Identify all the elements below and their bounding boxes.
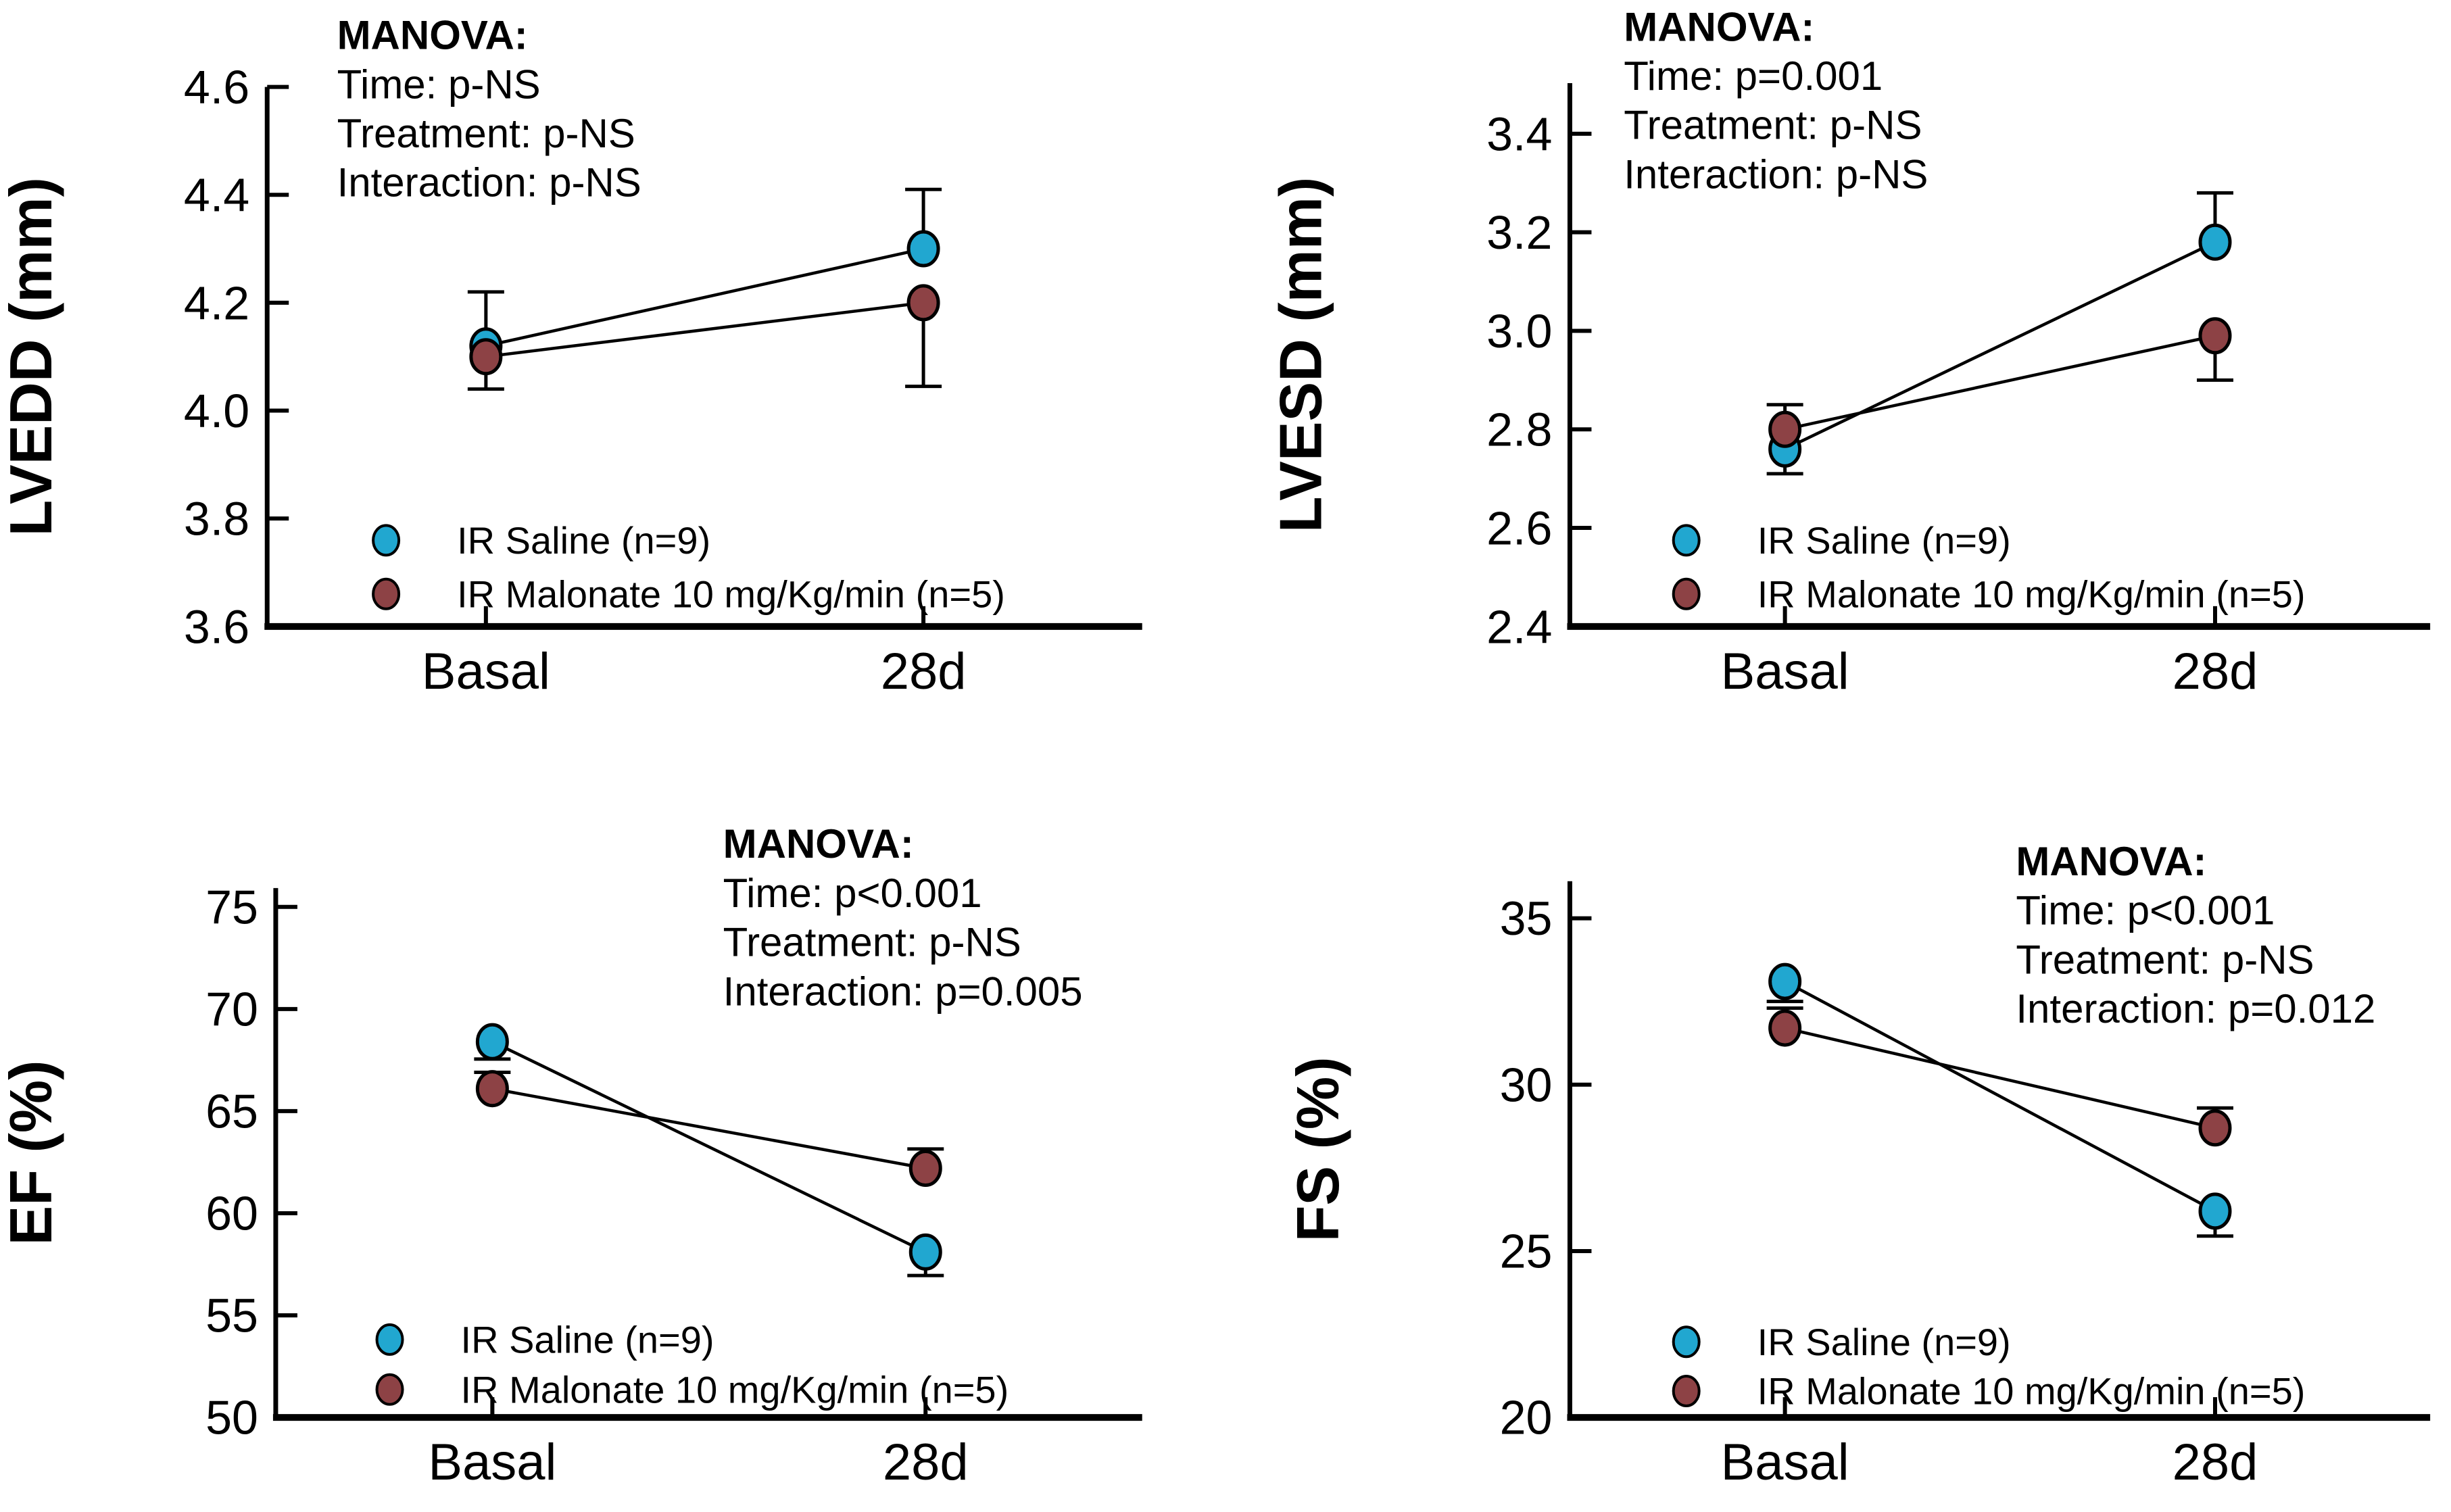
y-axis-tick-label: 70: [205, 983, 258, 1035]
y-axis-tick-label: 35: [1500, 892, 1553, 945]
y-axis-title: FS (%): [1284, 1056, 1351, 1242]
x-axis-tick-label: 28d: [883, 1434, 969, 1491]
series-line: [485, 247, 924, 347]
manova-heading: MANOVA:: [337, 13, 528, 58]
data-point-marker: [475, 1023, 509, 1060]
series-line: [485, 301, 924, 358]
data-point-marker: [906, 230, 940, 268]
data-point-marker: [475, 1070, 509, 1108]
series-line: [1784, 980, 2216, 1213]
y-axis-tick-label: 60: [205, 1187, 258, 1240]
y-axis-tick-label: 50: [205, 1392, 258, 1444]
y-axis-tick-label: 2.8: [1486, 404, 1552, 456]
y-axis-tick-label: 3.8: [184, 493, 249, 545]
y-axis-title: LVESD (mm): [1267, 177, 1334, 533]
x-axis-tick-label: Basal: [422, 643, 550, 700]
manova-heading: MANOVA:: [723, 821, 914, 867]
data-point-marker: [908, 1233, 942, 1271]
y-axis-tick-label: 3.0: [1486, 305, 1552, 358]
y-axis-tick-label: 25: [1500, 1225, 1553, 1277]
x-axis-tick-label: Basal: [1721, 643, 1849, 700]
y-axis-tick-label: 3.4: [1486, 107, 1552, 160]
x-axis-tick-label: 28d: [2173, 643, 2258, 700]
y-axis-tick-label: 4.6: [184, 61, 249, 114]
legend-swatch: [372, 524, 401, 557]
manova-stat-line: Treatment: p-NS: [723, 920, 1021, 965]
data-point-marker: [2198, 1192, 2232, 1230]
x-axis-tick-label: Basal: [1721, 1434, 1849, 1491]
manova-stat-line: Interaction: p=0.012: [2016, 986, 2375, 1031]
legend-label: IR Malonate 10 mg/Kg/min (n=5): [457, 572, 1005, 615]
series-line: [1785, 1026, 2216, 1129]
series-line: [1784, 241, 2216, 451]
y-axis-tick-label: 4.4: [184, 169, 249, 222]
manova-heading: MANOVA:: [1624, 4, 1814, 49]
data-point-marker: [2198, 317, 2232, 355]
series-line: [491, 1087, 926, 1170]
manova-stat-line: Treatment: p-NS: [337, 111, 635, 156]
legend-label: IR Malonate 10 mg/Kg/min (n=5): [1757, 1370, 2306, 1413]
y-axis-tick-label: 4.0: [184, 385, 249, 437]
manova-stat-line: Interaction: p-NS: [1624, 151, 1928, 197]
legend-swatch: [372, 577, 401, 610]
manova-stat-line: Time: p-NS: [337, 62, 541, 107]
y-axis-tick-label: 2.6: [1486, 502, 1552, 555]
legend-swatch: [375, 1323, 404, 1356]
legend-swatch: [1672, 524, 1701, 557]
manova-heading: MANOVA:: [2016, 839, 2206, 884]
legend-label: IR Saline (n=9): [461, 1318, 714, 1361]
y-axis-tick-label: 75: [205, 881, 258, 933]
legend-label: IR Saline (n=9): [457, 519, 710, 562]
chart-panel-fs: FS (%) 20 25 30 35 Basal 28d MANOVA:Time: p<0.0…: [1284, 839, 2431, 1491]
legend-label: IR Saline (n=9): [1757, 519, 2011, 562]
data-point-marker: [2198, 1109, 2232, 1147]
legend-label: IR Malonate 10 mg/Kg/min (n=5): [461, 1368, 1009, 1411]
chart-panel-lvesd: LVESD (mm) 2.4 2.6 2.8 3.0 3.2 3.4 Basal 28d MANO…: [1267, 4, 2431, 700]
series-line: [491, 1040, 927, 1254]
legend-swatch: [1672, 1325, 1701, 1359]
data-point-marker: [469, 338, 503, 376]
x-axis-tick-label: 28d: [881, 643, 967, 700]
data-point-marker: [2198, 223, 2232, 261]
legend-swatch: [375, 1373, 404, 1406]
y-axis-tick-label: 55: [205, 1290, 258, 1342]
legend-swatch: [1672, 577, 1701, 610]
data-point-marker: [906, 284, 940, 322]
manova-stat-line: Time: p<0.001: [723, 871, 982, 916]
y-axis-title: EF (%): [0, 1060, 64, 1246]
y-axis-tick-label: 3.6: [184, 600, 249, 653]
data-point-marker: [908, 1150, 942, 1188]
y-axis-title: LVEDD (mm): [0, 177, 64, 536]
manova-stat-line: Time: p<0.001: [2016, 888, 2275, 933]
manova-stat-line: Interaction: p-NS: [337, 160, 641, 205]
y-axis-tick-label: 4.2: [184, 276, 249, 329]
legend-label: IR Malonate 10 mg/Kg/min (n=5): [1757, 572, 2306, 615]
manova-stat-line: Time: p=0.001: [1624, 53, 1883, 99]
y-axis-tick-label: 30: [1500, 1058, 1553, 1111]
x-axis-tick-label: 28d: [2173, 1434, 2258, 1491]
data-point-marker: [1768, 962, 1802, 1000]
manova-stat-line: Treatment: p-NS: [1624, 103, 1922, 148]
y-axis-tick-label: 3.2: [1486, 206, 1552, 259]
y-axis-tick-label: 65: [205, 1085, 258, 1138]
series-line: [1785, 334, 2216, 431]
legend-swatch: [1672, 1374, 1701, 1407]
legend-label: IR Saline (n=9): [1757, 1321, 2011, 1363]
x-axis-tick-label: Basal: [428, 1434, 556, 1491]
y-axis-tick-label: 2.4: [1486, 600, 1552, 653]
manova-stat-line: Treatment: p-NS: [2016, 937, 2314, 982]
data-point-marker: [1768, 1009, 1802, 1047]
y-axis-tick-label: 20: [1500, 1392, 1553, 1444]
manova-stat-line: Interaction: p=0.005: [723, 969, 1083, 1014]
chart-panel-ef: EF (%) 50 55 60 65 70 75 Basal 28d MANOVA:Time: p…: [0, 821, 1142, 1491]
data-point-marker: [1768, 410, 1802, 448]
chart-panel-lvedd: LVEDD (mm) 3.6 3.8 4.0 4.2 4.4 4.6 Basal 28d MANO…: [0, 13, 1142, 700]
